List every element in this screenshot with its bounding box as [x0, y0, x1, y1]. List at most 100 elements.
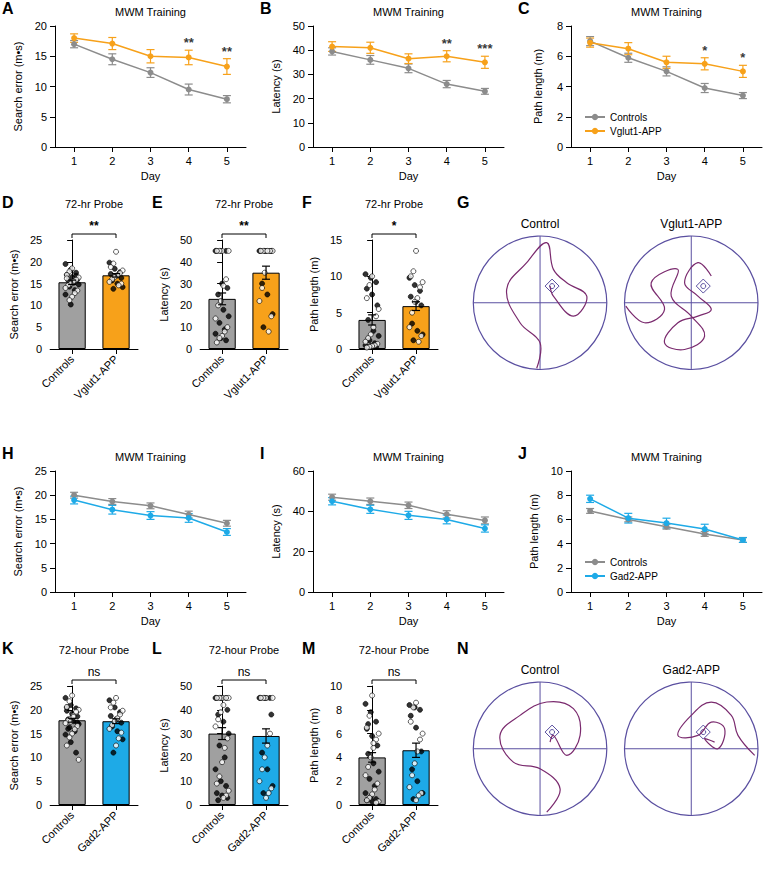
svg-text:**: ** [239, 219, 249, 233]
svg-text:20: 20 [293, 546, 305, 558]
svg-text:15: 15 [330, 234, 342, 246]
svg-text:*: * [740, 50, 746, 65]
svg-text:C: C [518, 0, 530, 17]
svg-text:3: 3 [663, 155, 669, 167]
svg-text:Controls: Controls [610, 112, 647, 123]
svg-text:20: 20 [30, 704, 42, 716]
svg-text:H: H [2, 445, 14, 462]
svg-text:Latency (s): Latency (s) [158, 718, 170, 772]
svg-text:5: 5 [41, 111, 47, 123]
svg-text:40: 40 [180, 704, 192, 716]
svg-text:M: M [302, 640, 315, 657]
svg-text:40: 40 [293, 44, 305, 56]
svg-text:Search error (m•s): Search error (m•s) [8, 700, 20, 790]
svg-text:5: 5 [740, 600, 746, 612]
svg-text:4: 4 [702, 600, 708, 612]
svg-text:0: 0 [336, 343, 342, 355]
svg-text:3: 3 [405, 155, 411, 167]
svg-text:3: 3 [663, 600, 669, 612]
svg-text:10: 10 [180, 775, 192, 787]
svg-text:72-hr Probe: 72-hr Probe [215, 198, 273, 210]
svg-text:0: 0 [41, 141, 47, 153]
svg-text:Path length (m): Path length (m) [532, 49, 544, 124]
svg-text:N: N [457, 640, 469, 657]
svg-text:60: 60 [293, 465, 305, 477]
svg-text:6: 6 [336, 728, 342, 740]
svg-text:K: K [2, 640, 14, 657]
svg-text:Controls: Controls [39, 808, 77, 846]
svg-text:**: ** [184, 35, 195, 50]
svg-text:I: I [260, 445, 264, 462]
svg-text:4: 4 [702, 155, 708, 167]
svg-text:5: 5 [224, 600, 230, 612]
svg-text:2: 2 [336, 775, 342, 787]
svg-text:1: 1 [329, 600, 335, 612]
svg-text:6: 6 [557, 50, 563, 62]
svg-text:10: 10 [330, 270, 342, 282]
svg-text:8: 8 [557, 20, 563, 32]
svg-text:4: 4 [444, 155, 450, 167]
svg-text:Search error (m•s): Search error (m•s) [8, 249, 20, 339]
svg-text:0: 0 [336, 799, 342, 811]
svg-text:ns: ns [88, 665, 101, 679]
svg-text:Gad2-APP: Gad2-APP [610, 571, 658, 582]
svg-text:1: 1 [329, 155, 335, 167]
svg-text:Control: Control [521, 217, 560, 231]
svg-text:5: 5 [224, 155, 230, 167]
svg-text:72-hour Probe: 72-hour Probe [209, 644, 279, 656]
svg-text:3: 3 [147, 600, 153, 612]
svg-text:5: 5 [482, 155, 488, 167]
svg-text:10: 10 [35, 538, 47, 550]
svg-text:Path length (m): Path length (m) [528, 494, 540, 569]
svg-text:B: B [260, 0, 272, 17]
svg-text:0: 0 [557, 586, 563, 598]
svg-text:8: 8 [557, 489, 563, 501]
svg-text:10: 10 [30, 751, 42, 763]
svg-text:Gad2-APP: Gad2-APP [663, 663, 720, 677]
svg-text:5: 5 [336, 307, 342, 319]
svg-text:MWM Training: MWM Training [631, 451, 702, 463]
svg-text:G: G [457, 194, 469, 211]
svg-text:0: 0 [36, 343, 42, 355]
svg-text:Path length (m): Path length (m) [308, 708, 320, 783]
svg-text:15: 15 [35, 50, 47, 62]
svg-text:Day: Day [399, 615, 419, 627]
svg-text:15: 15 [30, 278, 42, 290]
svg-text:25: 25 [30, 680, 42, 692]
svg-text:50: 50 [180, 680, 192, 692]
svg-text:5: 5 [482, 600, 488, 612]
svg-text:40: 40 [293, 505, 305, 517]
svg-text:2: 2 [109, 600, 115, 612]
svg-text:Controls: Controls [339, 808, 377, 846]
svg-text:50: 50 [180, 234, 192, 246]
svg-text:L: L [152, 640, 162, 657]
svg-text:4: 4 [444, 600, 450, 612]
svg-text:10: 10 [293, 117, 305, 129]
svg-text:4: 4 [557, 81, 563, 93]
svg-text:2: 2 [557, 562, 563, 574]
svg-text:20: 20 [293, 93, 305, 105]
svg-text:Vglut1-APP: Vglut1-APP [660, 217, 722, 231]
svg-text:5: 5 [740, 155, 746, 167]
svg-text:Controls: Controls [39, 352, 77, 390]
svg-text:20: 20 [180, 751, 192, 763]
svg-text:4: 4 [336, 751, 342, 763]
svg-text:10: 10 [551, 465, 563, 477]
svg-text:MWM Training: MWM Training [373, 451, 444, 463]
svg-text:Search error (m•s): Search error (m•s) [12, 41, 24, 131]
svg-text:0: 0 [41, 586, 47, 598]
svg-text:4: 4 [186, 155, 192, 167]
svg-text:6: 6 [557, 513, 563, 525]
svg-text:8: 8 [336, 704, 342, 716]
svg-text:0: 0 [186, 343, 192, 355]
svg-text:0: 0 [186, 799, 192, 811]
svg-text:Latency (s): Latency (s) [270, 59, 282, 113]
svg-text:Gad2-APP: Gad2-APP [75, 809, 121, 855]
svg-text:**: ** [442, 36, 453, 51]
svg-text:2: 2 [557, 111, 563, 123]
svg-text:4: 4 [186, 600, 192, 612]
svg-text:72-hour Probe: 72-hour Probe [59, 644, 129, 656]
svg-text:0: 0 [36, 799, 42, 811]
svg-text:20: 20 [180, 299, 192, 311]
svg-text:Latency (s): Latency (s) [270, 504, 282, 558]
